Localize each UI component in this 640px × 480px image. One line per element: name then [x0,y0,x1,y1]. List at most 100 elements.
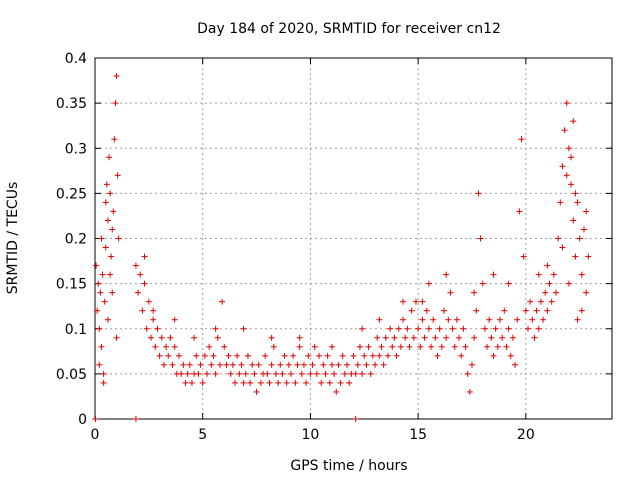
data-point [505,325,512,332]
data-point [488,334,495,341]
data-point [533,307,540,314]
data-point [109,226,116,233]
data-point [255,361,262,368]
data-point [300,361,307,368]
data-point [430,316,437,323]
data-point [212,325,219,332]
data-point [522,307,529,314]
data-point [100,370,107,377]
data-point [563,172,570,179]
data-point [352,416,359,422]
data-point [563,100,570,107]
data-point [305,352,312,359]
data-point [313,370,320,377]
data-point [97,289,104,296]
data-point [324,352,331,359]
data-point [152,343,159,350]
data-point [101,298,108,305]
data-point [477,235,484,242]
data-point [440,307,447,314]
data-point [96,361,103,368]
data-point [464,370,471,377]
data-point [415,325,422,332]
data-point [382,334,389,341]
data-point [475,190,482,197]
data-point [583,289,590,296]
data-point [331,370,338,377]
data-point [555,235,562,242]
data-point [225,352,232,359]
data-point [419,316,426,323]
data-point [471,334,478,341]
data-point [490,352,497,359]
data-point [92,416,99,422]
data-point [320,361,327,368]
y-tick-label: 0.35 [56,96,87,112]
data-point [544,262,551,269]
data-point [479,280,486,287]
data-point [468,361,475,368]
data-point [219,298,226,305]
data-point [294,361,301,368]
data-point [268,334,275,341]
data-point [387,325,394,332]
data-point [244,352,251,359]
data-point [281,352,288,359]
data-point [236,370,243,377]
data-point [264,370,271,377]
data-point [561,127,568,134]
data-point [557,199,564,206]
data-point [572,190,579,197]
data-point [154,325,161,332]
data-point [195,370,202,377]
data-point [458,352,465,359]
data-point [145,298,152,305]
data-point [544,307,551,314]
data-point [223,361,230,368]
data-point [176,352,183,359]
data-point [423,307,430,314]
y-axis-label: SRMTID / TECUs [5,182,21,295]
axes: 0 5 10 15 20 0 0.05 0.1 0.15 0.2 0.25 0.3 0.35 0.4 [56,51,612,443]
data-point [150,316,157,323]
data-point [249,361,256,368]
data-point [548,298,555,305]
data-point [580,226,587,233]
data-point [296,334,303,341]
data-point [107,190,114,197]
data-point [132,416,139,422]
data-point [352,370,359,377]
data-point [240,325,247,332]
data-point [98,343,105,350]
data-point [570,217,577,224]
data-point [141,253,148,260]
data-point [516,208,523,215]
data-point [163,343,170,350]
data-point [290,352,297,359]
data-point [316,352,323,359]
data-point [292,379,299,386]
data-point [552,289,559,296]
data-point [434,352,441,359]
data-point [232,379,239,386]
x-tick-label: 20 [517,427,535,443]
data-point [208,361,215,368]
data-point [518,136,525,143]
data-point [361,352,368,359]
data-point [229,361,236,368]
data-point [419,298,426,305]
data-point [171,316,178,323]
data-point [108,253,115,260]
data-point [576,235,583,242]
data-point [210,352,217,359]
y-tick-label: 0.15 [56,277,87,293]
data-point [270,343,277,350]
data-point [550,271,557,278]
data-point [238,361,245,368]
data-point [471,289,478,296]
data-point [180,361,187,368]
data-point [191,334,198,341]
y-tick-label: 0.1 [65,322,87,338]
data-point [184,370,191,377]
data-point [113,334,120,341]
